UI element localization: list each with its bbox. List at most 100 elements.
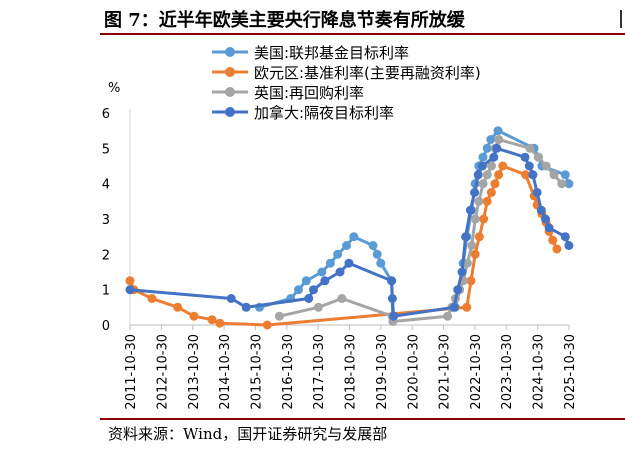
series-3 [274, 135, 567, 326]
data-point [532, 188, 542, 197]
data-point [317, 267, 327, 277]
y-tick-label: 5 [102, 142, 110, 157]
data-point [372, 249, 382, 259]
data-point [521, 170, 531, 180]
corner-mark [620, 10, 622, 28]
legend-marker [225, 47, 235, 57]
data-point [557, 179, 567, 189]
series-layer [125, 126, 574, 330]
x-tick-label: 2016-10-30 [281, 334, 296, 410]
data-point [533, 152, 543, 162]
data-point [335, 267, 345, 277]
axes: % 0 1 2 3 4 5 6 2011-10-30 2012-10-30 2013-10-30 20… [102, 81, 578, 410]
chart-title: 图 7：近半年欧美主要央行降息节奏有所放缓 [104, 10, 465, 31]
data-point [492, 143, 502, 153]
data-point [173, 302, 183, 312]
data-point [479, 214, 489, 224]
y-tick-label: 6 [102, 107, 110, 122]
legend-label: 加拿大:隔夜目标利率 [254, 104, 394, 122]
data-point [461, 232, 471, 242]
data-point [541, 161, 551, 171]
data-point [304, 294, 314, 303]
y-tick-label: 0 [102, 319, 110, 334]
data-point [528, 170, 538, 180]
data-point [457, 267, 467, 277]
series-4 [125, 143, 574, 321]
data-point [548, 235, 558, 245]
x-tick-label: 2019-10-30 [375, 334, 390, 410]
x-tick-label: 2018-10-30 [344, 334, 359, 410]
data-point [564, 241, 574, 250]
data-point [125, 276, 135, 286]
data-point [376, 258, 386, 268]
data-point [560, 170, 570, 180]
data-point [325, 258, 335, 268]
data-point [482, 143, 492, 153]
x-tick-label: 2012-10-30 [155, 334, 170, 410]
legend-label: 英国:再回购利率 [254, 84, 364, 102]
source-rule [100, 418, 625, 420]
y-tick-label: 3 [102, 213, 110, 228]
x-tick-label: 2025-10-30 [563, 334, 578, 410]
data-point [467, 241, 477, 250]
x-tick-label: 2017-10-30 [312, 334, 327, 410]
legend-item-4: 加拿大:隔夜目标利率 [212, 104, 394, 122]
data-point [494, 135, 504, 144]
data-point [453, 285, 463, 295]
data-point [389, 311, 399, 321]
series-line [279, 138, 563, 323]
data-point [301, 276, 311, 286]
x-tick-label: 2014-10-30 [218, 334, 233, 410]
data-point [333, 249, 343, 259]
data-point [490, 179, 500, 189]
data-point [549, 170, 559, 180]
data-point [477, 161, 487, 171]
data-point [344, 258, 354, 268]
data-point [498, 161, 508, 171]
data-point [520, 152, 530, 162]
legend-marker [225, 107, 235, 117]
legend-item-2: 欧元区:基准利率(主要再融资利率) [212, 64, 481, 82]
y-tick-label: 2 [102, 248, 110, 263]
data-point [274, 311, 284, 321]
data-point [387, 276, 397, 286]
data-point [489, 152, 499, 162]
data-point [207, 315, 217, 325]
data-point [349, 232, 359, 242]
data-point [470, 214, 480, 224]
data-point [449, 302, 459, 312]
x-tick-label: 2022-10-30 [469, 334, 484, 410]
data-point [470, 249, 480, 259]
data-point [462, 258, 472, 268]
data-point [368, 241, 378, 250]
data-point [470, 188, 480, 197]
data-point [320, 276, 330, 286]
data-point [524, 161, 534, 171]
data-point [462, 302, 472, 312]
x-tick-label: 2023-10-30 [500, 334, 515, 410]
x-tick-label: 2020-10-30 [406, 334, 421, 410]
data-point [241, 302, 251, 312]
title-rule [100, 33, 625, 35]
data-point [337, 294, 347, 303]
data-point [466, 276, 476, 286]
data-point [478, 152, 488, 162]
data-point [313, 302, 323, 312]
data-point [486, 188, 496, 197]
x-tick-label: 2015-10-30 [249, 334, 264, 410]
legend-marker [225, 87, 235, 97]
legend-item-3: 英国:再回购利率 [212, 84, 364, 102]
data-point [474, 196, 484, 206]
data-point [215, 318, 225, 328]
data-point [387, 294, 397, 303]
data-point [226, 294, 236, 303]
y-tick-label: 4 [102, 178, 110, 193]
data-point [494, 170, 504, 180]
x-tick-label: 2011-10-30 [124, 334, 139, 410]
source-note: 资料来源：Wind，国开证券研究与发展部 [108, 425, 388, 443]
legend-label: 欧元区:基准利率(主要再融资利率) [254, 64, 481, 82]
data-point [294, 285, 303, 295]
data-point [309, 285, 318, 295]
